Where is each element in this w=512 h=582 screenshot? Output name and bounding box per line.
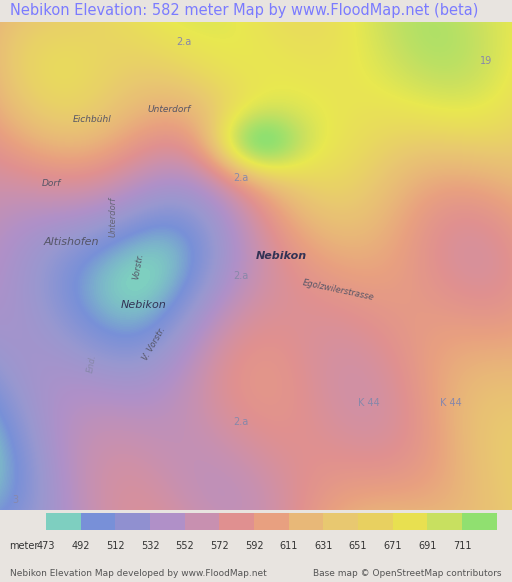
Text: Dorf: Dorf bbox=[41, 179, 61, 187]
Bar bbox=[324, 513, 358, 530]
Text: Nebikon Elevation Map developed by www.FloodMap.net: Nebikon Elevation Map developed by www.F… bbox=[10, 569, 267, 578]
Text: 651: 651 bbox=[349, 541, 367, 551]
Bar bbox=[289, 513, 324, 530]
Text: 691: 691 bbox=[418, 541, 437, 551]
Bar bbox=[219, 513, 254, 530]
Text: 473: 473 bbox=[37, 541, 55, 551]
Text: 19: 19 bbox=[480, 56, 493, 66]
Bar bbox=[46, 513, 81, 530]
Text: 492: 492 bbox=[72, 541, 90, 551]
Bar bbox=[115, 513, 150, 530]
Text: Altishofen: Altishofen bbox=[44, 237, 99, 247]
Text: Base map © OpenStreetMap contributors: Base map © OpenStreetMap contributors bbox=[313, 569, 502, 578]
Text: K 44: K 44 bbox=[440, 398, 461, 407]
Text: 512: 512 bbox=[106, 541, 125, 551]
Bar bbox=[358, 513, 393, 530]
Bar bbox=[81, 513, 115, 530]
Text: 532: 532 bbox=[141, 541, 159, 551]
Text: K 44: K 44 bbox=[358, 398, 379, 407]
Bar bbox=[185, 513, 219, 530]
Text: 3: 3 bbox=[12, 495, 18, 505]
Bar bbox=[428, 513, 462, 530]
Bar bbox=[462, 513, 497, 530]
Text: Nebikon: Nebikon bbox=[256, 251, 307, 261]
Text: 2.a: 2.a bbox=[233, 417, 248, 427]
Text: meter: meter bbox=[9, 541, 38, 551]
Text: 2.a: 2.a bbox=[233, 271, 248, 281]
Text: Unterdorf: Unterdorf bbox=[147, 105, 190, 114]
Bar bbox=[393, 513, 428, 530]
Text: 711: 711 bbox=[453, 541, 471, 551]
Text: 671: 671 bbox=[383, 541, 402, 551]
Text: 552: 552 bbox=[175, 541, 194, 551]
Text: V. Vorstr.: V. Vorstr. bbox=[140, 326, 167, 363]
Bar bbox=[254, 513, 289, 530]
Text: Egolzwilerstrasse: Egolzwilerstrasse bbox=[302, 278, 374, 303]
Text: 2.a: 2.a bbox=[177, 37, 192, 47]
Text: 2.a: 2.a bbox=[233, 173, 248, 183]
Text: 592: 592 bbox=[245, 541, 263, 551]
Text: Unterdorf: Unterdorf bbox=[108, 197, 117, 237]
Text: Eichbühl: Eichbühl bbox=[73, 115, 112, 124]
Text: 631: 631 bbox=[314, 541, 332, 551]
Text: Vorstr.: Vorstr. bbox=[132, 252, 145, 280]
Text: End.: End. bbox=[86, 354, 98, 374]
Text: Nebikon Elevation: 582 meter Map by www.FloodMap.net (beta): Nebikon Elevation: 582 meter Map by www.… bbox=[10, 3, 479, 19]
Text: 611: 611 bbox=[280, 541, 298, 551]
Bar bbox=[150, 513, 185, 530]
Text: Nebikon: Nebikon bbox=[120, 300, 166, 310]
Text: 572: 572 bbox=[210, 541, 229, 551]
